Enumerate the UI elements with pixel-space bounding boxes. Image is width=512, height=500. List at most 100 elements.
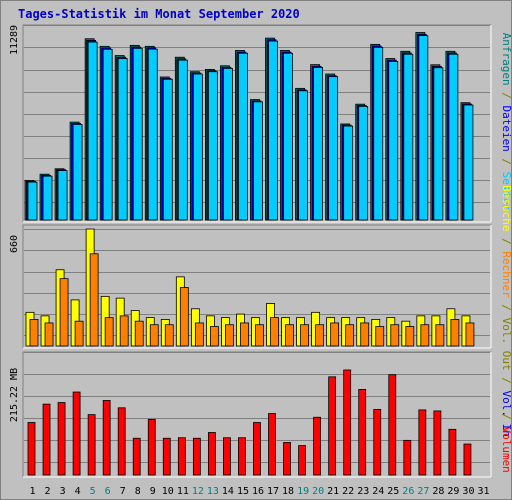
bar-seiten-9 [147,48,158,221]
bar-seiten-17 [268,40,278,221]
x-tick-label: 18 [282,486,294,497]
bar-seiten-21 [328,76,339,221]
x-tick-label: 3 [60,486,66,497]
bar-volumen-25 [388,374,397,476]
bar-volumen-11 [177,437,186,476]
bar-volumen-24 [373,408,382,476]
panel-bottom: 215.22 MB [9,351,492,478]
bar-rechner-20 [315,324,325,347]
bar-rechner-23 [360,322,370,347]
panel-middle: 660 [9,224,492,349]
bar-rechner-6 [104,317,114,347]
bar-volumen-1 [27,422,36,476]
x-tick-label: 21 [327,486,339,497]
x-tick-label: 11 [177,486,189,497]
bar-volumen-13 [207,432,216,476]
legend-top: Anfragen / Dateien / Seiten [500,33,512,212]
bar-rechner-3 [59,278,69,347]
bar-seiten-5 [87,41,98,221]
legend-entry: Besuche [500,185,512,238]
x-tick-label: 15 [237,486,249,497]
bar-volumen-9 [147,418,156,476]
legend-bottom: / Volumen [500,413,512,473]
bar-volumen-18 [283,442,291,476]
bar-rechner-21 [330,322,340,347]
legend-entry: / [500,158,512,165]
legend-entry: / [500,413,512,420]
legend-entry: Anfragen [500,33,512,93]
bar-volumen-28 [433,410,442,476]
bar-seiten-29 [448,53,459,221]
bar-rechner-15 [240,322,249,347]
bar-rechner-22 [345,324,355,347]
bar-seiten-28 [433,67,444,221]
x-tick-label: 31 [477,486,489,497]
x-tick-label: 9 [150,486,156,497]
bar-seiten-2 [42,175,53,221]
x-tick-label: 2 [45,486,51,497]
chart-title: Tages-Statistik im Monat September 2020 [18,7,300,21]
bar-volumen-14 [223,437,231,476]
bar-volumen-21 [328,376,337,476]
bar-volumen-5 [87,414,96,476]
bar-seiten-1 [27,181,38,221]
bar-rechner-17 [270,317,279,347]
x-tick-label: 29 [447,486,459,497]
bar-seiten-15 [238,52,248,221]
legend-entry: Seiten [500,165,512,211]
bar-volumen-27 [418,409,427,476]
legend-entry: Volumen [500,420,512,473]
bar-volumen-12 [192,437,201,476]
legend-entry: / [500,92,512,99]
bar-rechner-11 [179,287,189,347]
bar-seiten-6 [102,48,113,221]
bar-seiten-12 [192,73,203,221]
x-tick-label: 10 [162,486,174,497]
bar-seiten-26 [403,53,414,221]
bar-seiten-10 [162,78,173,221]
bar-rechner-25 [390,324,400,347]
x-tick-label: 22 [342,486,354,497]
bar-volumen-17 [268,413,276,476]
bar-seiten-20 [313,67,324,221]
x-tick-label: 14 [222,486,234,497]
bar-seiten-16 [253,101,263,221]
x-tick-label: 6 [105,486,111,497]
bar-rechner-29 [450,319,460,347]
y-max-label: 11289 [9,25,20,55]
legend-middle: Besuche / Rechner / Vol. Out / Vol. In [500,185,512,437]
panels: 11289 660 215.22 MB [9,24,492,478]
x-tick-label: 27 [417,486,429,497]
y-max-label: 215.22 MB [9,368,20,422]
panel-top: 11289 [9,24,492,223]
x-tick-label: 25 [387,486,399,497]
bar-seiten-11 [177,59,188,221]
bar-rechner-16 [255,324,264,347]
bar-volumen-30 [463,443,472,476]
bar-rechner-7 [119,315,129,347]
bar-seiten-3 [57,170,68,221]
bar-seiten-14 [223,68,233,221]
bar-rechner-1 [29,319,39,347]
x-tick-label: 17 [267,486,279,497]
x-tick-label: 28 [432,486,444,497]
x-tick-label: 24 [372,486,384,497]
bar-seiten-13 [207,71,218,221]
bar-rechner-24 [375,326,385,347]
legend-entry: Rechner [500,245,512,305]
bar-rechner-8 [134,320,144,347]
bar-volumen-23 [358,389,367,476]
bar-seiten-22 [343,125,354,221]
bar-rechner-30 [465,322,475,347]
bar-rechner-26 [405,326,415,347]
legend-entry: / [500,238,512,245]
right-legend: Anfragen / Dateien / Seiten Besuche / Re… [500,33,512,473]
x-tick-label: 19 [297,486,309,497]
x-tick-label: 30 [462,486,474,497]
bar-rechner-10 [164,324,174,347]
x-tick-label: 8 [135,486,141,497]
bar-seiten-27 [418,35,429,221]
bar-seiten-18 [283,52,293,221]
bar-volumen-10 [162,437,171,476]
